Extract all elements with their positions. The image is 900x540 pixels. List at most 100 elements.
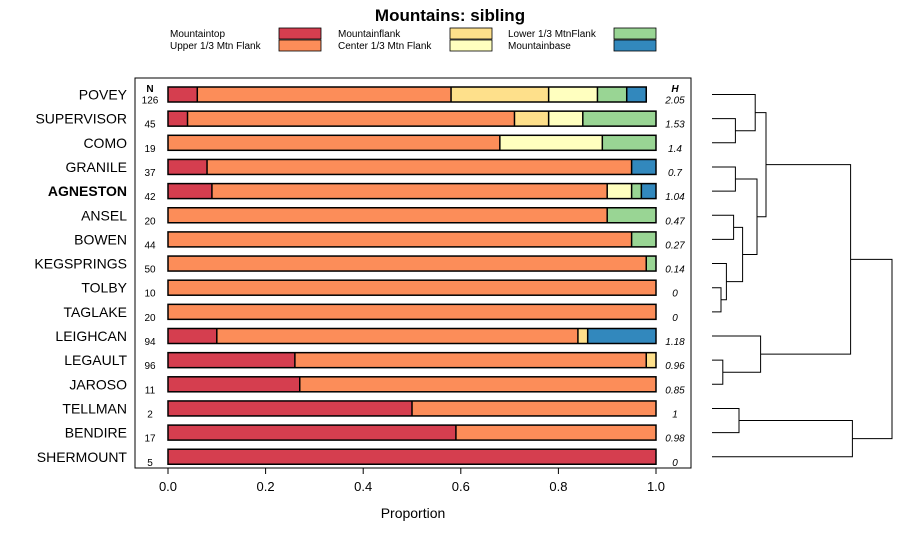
bar-segment-granile-mountainbase (631, 159, 656, 175)
site-label-kegsprings: KEGSPRINGS (34, 256, 127, 272)
x-tick-label: 1.0 (647, 479, 665, 494)
bar-segment-como-upper-1-3-mtn-flank (168, 135, 500, 151)
bar-outline-agneston (167, 182, 657, 200)
n-value-como: 19 (144, 144, 156, 155)
n-value-bowen: 44 (144, 240, 156, 251)
n-value-leighcan: 94 (144, 337, 156, 348)
bar-rows: POVEY 126 2.05 SUPERVISOR 45 1.53 COMO 19 1.4 GRA… (34, 86, 685, 469)
bar-segment-granile-upper-1-3-mtn-flank (207, 159, 632, 175)
x-tick-label: 0.6 (452, 479, 470, 494)
bar-segment-povey-mountainflank (451, 87, 549, 102)
site-label-bendire: BENDIRE (65, 425, 127, 441)
h-value-granile: 0.7 (668, 168, 682, 179)
dendrogram-link-leighcan-group (712, 335, 762, 373)
h-value-como: 1.4 (668, 144, 682, 155)
x-tick-label: 0.4 (354, 479, 372, 494)
site-label-ansel: ANSEL (81, 207, 127, 223)
dendrogram (712, 94, 893, 458)
dendrogram-link-kegsprings (712, 263, 727, 301)
n-value-supervisor: 45 (144, 120, 156, 131)
n-value-povey: 126 (142, 96, 159, 107)
site-label-leighcan: LEIGHCAN (55, 328, 127, 344)
bar-segment-como-center-1-3-mtn-flank (499, 135, 603, 151)
bar-outline-tellman (167, 400, 657, 417)
n-value-legault: 96 (144, 361, 156, 372)
legend-label-mountainbase: Mountainbase (508, 41, 571, 52)
bar-outline-bowen (167, 231, 657, 248)
dendrogram-link-povey-group (712, 94, 756, 132)
bar-segment-supervisor-upper-1-3-mtn-flank (187, 111, 515, 127)
bar-segment-povey-upper-1-3-mtn-flank (197, 87, 452, 102)
dendrogram-link-tolby-taglake (712, 287, 722, 313)
h-value-ansel: 0.47 (665, 216, 685, 227)
h-value-bowen: 0.27 (665, 240, 685, 251)
bar-outline-povey (167, 86, 647, 103)
h-value-legault: 0.96 (665, 361, 685, 372)
n-value-kegsprings: 50 (144, 265, 156, 276)
bar-segment-legault-mountaintop (168, 352, 295, 368)
bar-segment-agneston-center-1-3-mtn-flank (607, 183, 632, 199)
site-label-legault: LEGAULT (64, 352, 127, 368)
dendrogram-link-legault-jaroso (712, 359, 724, 385)
n-value-bendire: 17 (144, 434, 156, 445)
legend-swatch-upper-1-3-mtn-flank (278, 39, 322, 52)
n-column-header: N (146, 84, 153, 95)
bar-segment-tellman-upper-1-3-mtn-flank (412, 400, 656, 416)
bar-outline-taglake (167, 303, 657, 321)
h-value-supervisor: 1.53 (665, 120, 685, 131)
bar-segment-supervisor-lower-1-3-mtnflank (582, 111, 656, 127)
bar-segment-agneston-upper-1-3-mtn-flank (211, 183, 608, 199)
h-value-jaroso: 0.85 (665, 385, 685, 396)
bar-segment-agneston-mountainbase (641, 183, 656, 199)
bar-segment-leighcan-upper-1-3-mtn-flank (216, 328, 578, 344)
bar-outline-shermount (167, 448, 657, 465)
legend-label-upper-1-3-mtn-flank: Upper 1/3 Mtn Flank (170, 41, 262, 52)
dendrogram-link-tellman-bendire (712, 407, 740, 434)
n-value-tolby: 10 (144, 289, 156, 300)
bar-segment-agneston-mountaintop (168, 183, 212, 199)
n-value-shermount: 5 (147, 458, 153, 469)
bar-segment-shermount-mountaintop (168, 449, 656, 465)
site-label-granile: GRANILE (66, 159, 127, 175)
legend-label-center-1-3-mtn-flank: Center 1/3 Mtn Flank (338, 41, 432, 52)
dendrogram-link-ansel-kegsprings-group (726, 226, 744, 283)
legend-swatch-mountaintop (278, 27, 322, 40)
bar-segment-supervisor-mountainflank (514, 111, 549, 127)
bar-outline-leighcan (167, 327, 657, 345)
x-tick-label: 0.0 (159, 479, 177, 494)
h-value-taglake: 0 (672, 313, 678, 324)
x-tick-label: 0.2 (257, 479, 275, 494)
bar-outline-ansel (167, 207, 657, 224)
bar-segment-leighcan-mountaintop (168, 328, 217, 344)
site-label-bowen: BOWEN (74, 231, 127, 247)
bar-segment-supervisor-center-1-3-mtn-flank (548, 111, 583, 127)
bar-segment-agneston-lower-1-3-mtnflank (631, 183, 642, 199)
site-label-taglake: TAGLAKE (63, 304, 127, 320)
bar-segment-tellman-mountaintop (168, 400, 412, 416)
dendrogram-link-mid-group (735, 178, 758, 255)
dendrogram-link-granile-agneston (712, 166, 736, 192)
h-value-shermount: 0 (672, 458, 678, 469)
legend-swatch-mountainflank (449, 27, 493, 40)
bar-segment-supervisor-mountaintop (168, 111, 188, 127)
legend-label-mountaintop: Mountaintop (170, 29, 225, 40)
plot-panel (134, 77, 692, 469)
bar-segment-bendire-upper-1-3-mtn-flank (455, 425, 656, 441)
bar-segment-povey-center-1-3-mtn-flank (548, 87, 598, 102)
bar-outline-kegsprings (167, 255, 657, 272)
h-value-tolby: 0 (672, 289, 678, 300)
n-value-tellman: 2 (147, 409, 153, 420)
chart-title: Mountains: sibling (375, 6, 525, 25)
n-value-ansel: 20 (144, 216, 156, 227)
legend-swatch-lower-1-3-mtnflank (613, 27, 657, 40)
site-label-tolby: TOLBY (81, 280, 127, 296)
x-axis-label: Proportion (381, 505, 446, 521)
n-value-jaroso: 11 (145, 385, 156, 396)
site-label-tellman: TELLMAN (62, 400, 127, 416)
bar-segment-tolby-upper-1-3-mtn-flank (168, 280, 656, 296)
legend-label-mountainflank: Mountainflank (338, 29, 401, 40)
dendrogram-link-root (850, 258, 893, 440)
legend-label-lower-1-3-mtnflank: Lower 1/3 MtnFlank (508, 29, 597, 40)
